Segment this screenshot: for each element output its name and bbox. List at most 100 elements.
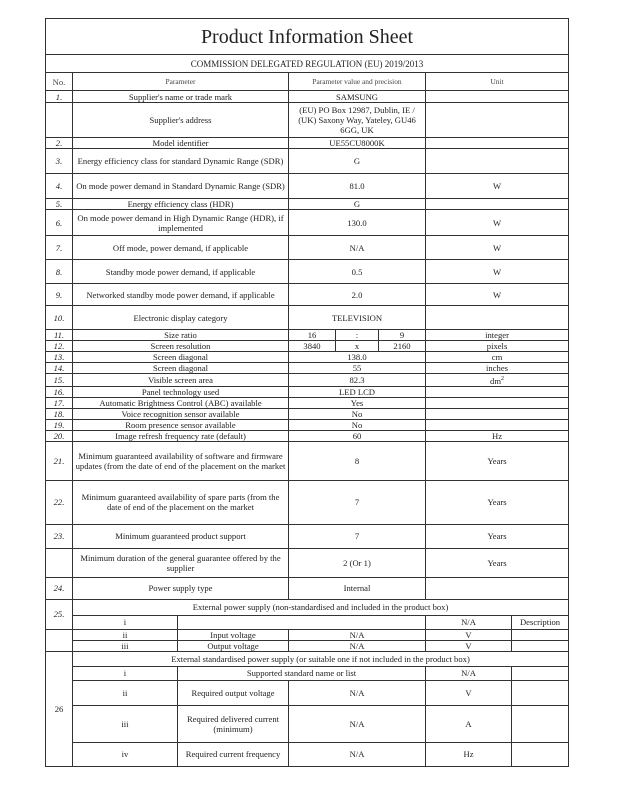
value-cell: 2 (Or 1) [288,547,426,578]
sub-label: Required delivered current (minimum) [177,704,289,743]
row-number: 11. [45,329,73,341]
unit-cell: Years [424,440,570,481]
table-row: 18. Voice recognition sensor available No [45,407,570,420]
row-number: 14. [45,362,73,374]
row-number: 1. [45,90,73,103]
unit-cell: Years [424,479,570,525]
section-title: External standardised power supply (or s… [71,650,570,667]
table-row: 10. Electronic display category TELEVISION [45,305,570,330]
value-cell: 82.3 [288,373,426,387]
sub-unit: Hz [425,741,512,767]
value-part-cell: 3840 [288,340,336,352]
sub-label: Supported standard name or list [177,665,426,681]
unit-cell [424,576,570,600]
parameter-cell: Off mode, power demand, if applicable [72,235,289,260]
page-title: Product Information Sheet [44,18,570,55]
row-number: 20. [45,429,73,442]
value-cell: 0.5 [288,259,426,284]
unit-cell [424,102,570,138]
value-cell: LED LCD [288,385,426,398]
sub-unit: N/A [425,614,512,630]
value-cell: 2.0 [288,283,426,306]
sub-index: ii [72,679,178,706]
table-row: 7. Off mode, power demand, if applicable N… [45,235,570,260]
section-title: External power supply (non-standardised … [71,598,570,616]
value-cell: SAMSUNG [288,90,426,103]
table-row: 6. On mode power demand in High Dynamic R… [45,209,570,236]
row-number: 17. [45,396,73,409]
parameter-cell: Size ratio [72,329,289,341]
parameter-cell: Minimum guaranteed availability of spare… [72,479,289,525]
parameter-cell: Minimum duration of the general guarante… [72,547,289,578]
sub-description [510,628,570,641]
parameter-cell: Minimum guaranteed product support [72,523,289,549]
sub-index: iii [72,639,178,652]
table-row: iv Required current frequency N/A Hz [46,741,570,767]
unit-cell: W [424,235,570,260]
table-row: 24. Power supply type Internal [45,576,570,600]
unit-cell [424,396,570,409]
table-row: i N/A Description [46,614,570,630]
sub-index: ii [72,628,178,641]
unit-cell: Years [424,547,570,578]
sub-description [510,741,570,767]
sub-value: N/A [288,639,426,652]
unit-cell [424,385,570,398]
row-number-empty [45,628,73,652]
sub-index: i [72,614,178,630]
row-number: 16. [45,385,73,398]
table-row: 1. Supplier's name or trade mark SAMSUNG [45,90,570,103]
value-cell: 7 [288,479,426,525]
row-number: 25. [45,598,73,630]
value-part-cell: 9 [378,329,426,341]
sub-label: Output voltage [177,639,289,652]
value-cell: G [288,198,426,210]
row-number: 5. [45,198,73,210]
table-row: ii Input voltage N/A V [45,628,570,652]
table-row: 11. Size ratio 16:9 integer [45,329,570,341]
table-row: 3. Energy efficiency class for standard D… [45,148,570,174]
table-row: ii Required output voltage N/A V [46,679,570,706]
row-number: 9. [45,283,73,306]
parameter-cell: Energy efficiency class (HDR) [72,198,289,210]
table-row: 2. Model identifier UE55CU8000K [45,137,570,149]
value-cell: No [288,418,426,431]
unit-cell [424,418,570,431]
sub-value: N/A [288,741,426,767]
header-value: Parameter value and precision [288,72,426,91]
row-number [45,547,73,578]
row-number: 23. [45,523,73,549]
table-row: 15. Visible screen area 82.3 dm2 [45,373,570,387]
unit-superscript: 2 [501,376,505,382]
table-row: iii Output voltage N/A V [46,639,570,652]
parameter-cell: Energy efficiency class for standard Dyn… [72,148,289,174]
row-number: 21. [45,440,73,481]
row-number: 7. [45,235,73,260]
table-row: 17. Automatic Brightness Control (ABC) av… [45,396,570,409]
table-row: iii Required delivered current (minimum) N… [46,704,570,743]
regulation-heading: COMMISSION DELEGATED REGULATION (EU) 201… [44,54,570,73]
parameter-cell: Image refresh frequency rate (default) [72,429,289,442]
unit-cell: pixels [424,340,570,352]
row-number: 18. [45,407,73,420]
unit-cell: Years [424,523,570,549]
header-row: No. Parameter Parameter value and precis… [45,72,570,91]
row-number: 2. [45,137,73,149]
sub-index: iv [72,741,178,767]
unit-cell [424,90,570,103]
product-information-table: Product Information Sheet COMMISSION DEL… [44,18,570,767]
table-row: 23. Minimum guaranteed product support 7 Ye… [45,523,570,549]
parameter-cell: Screen resolution [72,340,289,352]
unit-cell: W [424,173,570,199]
row-number: 8. [45,259,73,284]
sub-unit: V [425,679,512,706]
sub-description [510,704,570,743]
value-part-cell: : [335,329,379,341]
value-part-cell: 2160 [378,340,426,352]
unit-cell: inches [424,362,570,374]
sub-value: N/A [288,704,426,743]
header-no: No. [45,72,73,91]
row-number: 4. [45,173,73,199]
row-number [45,102,73,138]
unit-cell: W [424,283,570,306]
